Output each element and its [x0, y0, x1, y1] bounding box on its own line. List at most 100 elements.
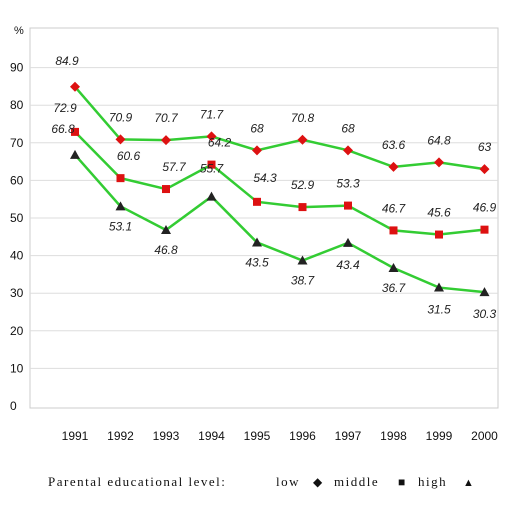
- data-label-middle: 46.7: [382, 201, 407, 215]
- series-line-middle: [74, 131, 485, 236]
- data-label-high: 43.4: [336, 258, 360, 272]
- x-tick-label: 1997: [335, 429, 362, 443]
- data-point-low: [297, 134, 308, 145]
- x-tick-label: 1991: [62, 429, 89, 443]
- data-label-high: 43.5: [245, 255, 269, 269]
- data-point-middle: [389, 226, 398, 235]
- data-point-low: [343, 145, 353, 156]
- y-tick-label: 70: [10, 136, 24, 150]
- data-label-low: 68: [250, 121, 264, 135]
- series-group: 84.9 70.9 70.7 71.7 68 70.8 68 63.6 64.8 63 72.9 60…: [51, 54, 496, 321]
- legend-label-middle: middle: [334, 474, 379, 489]
- data-point-high: [479, 287, 490, 297]
- data-label-middle: 72.9: [53, 101, 77, 115]
- y-tick-label: 60: [10, 173, 24, 187]
- data-label-middle: 45.6: [427, 206, 451, 220]
- x-tick-label: 1996: [289, 429, 316, 443]
- y-tick-label: 50: [10, 211, 24, 225]
- data-point-low: [388, 161, 399, 172]
- data-label-low: 63: [478, 140, 492, 154]
- x-tick-label: 1998: [380, 429, 407, 443]
- data-point-high: [388, 263, 399, 273]
- data-point-middle: [116, 174, 125, 183]
- data-point-low: [206, 131, 217, 142]
- data-label-low: 84.9: [55, 54, 79, 68]
- data-label-middle: 53.3: [336, 177, 360, 191]
- y-ticks: 0 10 20 30 40 50 60 70 80 90: [10, 61, 24, 413]
- legend: Parental educational level: low ◆ middle…: [48, 474, 474, 489]
- series-line-low: [74, 85, 485, 171]
- y-tick-label: 90: [10, 61, 24, 75]
- data-point-middle: [435, 230, 443, 239]
- data-point-high: [161, 225, 171, 235]
- x-tick-label: 1992: [107, 429, 134, 443]
- x-tick-label: 1999: [426, 429, 453, 443]
- series-line-high: [74, 154, 485, 294]
- data-point-middle: [207, 160, 216, 169]
- data-label-high: 30.3: [473, 307, 497, 321]
- data-point-low: [161, 135, 171, 146]
- legend-label-high: high: [418, 474, 447, 489]
- legend-marker-middle: ■: [398, 475, 405, 489]
- x-ticks: 1991 1992 1993 1994 1995 1996 1997 1998 1999 2000: [62, 429, 499, 443]
- y-tick-label: 30: [10, 286, 24, 300]
- data-point-high: [434, 282, 444, 292]
- data-point-middle: [71, 127, 79, 136]
- data-point-high: [297, 255, 308, 265]
- data-point-low: [115, 134, 126, 145]
- legend-label-low: low: [276, 474, 300, 489]
- legend-marker-low: ◆: [313, 475, 323, 489]
- data-point-high: [343, 237, 353, 247]
- y-tick-label: 40: [10, 249, 24, 263]
- legend-marker-high: ▲: [463, 477, 474, 489]
- data-point-low: [70, 81, 80, 92]
- data-label-high: 53.1: [109, 219, 132, 233]
- data-label-low: 64.8: [427, 133, 451, 147]
- series-high: 66.8 53.1 46.8 55.7 43.5 38.7 43.4 36.7 31.5 30.3: [51, 122, 496, 321]
- data-point-middle: [253, 197, 261, 206]
- data-label-middle: 57.7: [162, 160, 187, 174]
- y-axis-unit: %: [14, 25, 24, 37]
- y-tick-label: 10: [10, 361, 24, 375]
- data-label-low: 71.7: [200, 107, 225, 121]
- data-label-middle: 54.3: [253, 171, 277, 185]
- data-label-low: 70.7: [154, 111, 179, 125]
- data-label-middle: 46.9: [473, 201, 497, 215]
- data-label-middle: 64.2: [208, 136, 232, 150]
- data-label-middle: 60.6: [117, 149, 141, 163]
- grid: [30, 67, 498, 369]
- data-point-high: [206, 191, 217, 201]
- x-tick-label: 1995: [244, 429, 271, 443]
- data-point-high: [115, 201, 126, 211]
- data-label-low: 63.6: [382, 138, 406, 152]
- data-label-high: 31.5: [427, 303, 451, 317]
- x-tick-label: 2000: [471, 429, 498, 443]
- series-low: 84.9 70.9 70.7 71.7 68 70.8 68 63.6 64.8 63: [55, 54, 492, 175]
- series-middle: 72.9 60.6 57.7 64.2 54.3 52.9 53.3 46.7 45.6 46.9: [53, 101, 497, 239]
- data-point-low: [434, 157, 444, 168]
- y-tick-label: 0: [10, 399, 17, 413]
- data-label-high: 55.7: [200, 162, 225, 176]
- data-label-high: 36.7: [382, 281, 407, 295]
- y-tick-label: 80: [10, 98, 24, 112]
- data-point-middle: [344, 201, 352, 210]
- data-point-middle: [162, 185, 170, 194]
- data-point-low: [479, 164, 490, 175]
- data-label-low: 70.9: [109, 110, 133, 124]
- data-label-low: 70.8: [291, 111, 315, 125]
- data-label-high: 46.8: [154, 243, 178, 257]
- data-point-middle: [480, 225, 489, 234]
- data-label-high: 38.7: [291, 273, 316, 287]
- data-label-high: 66.8: [51, 122, 75, 136]
- x-tick-label: 1994: [198, 429, 225, 443]
- y-tick-label: 20: [10, 324, 24, 338]
- data-label-low: 68: [341, 121, 355, 135]
- data-point-high: [252, 237, 262, 247]
- legend-title: Parental educational level:: [48, 474, 226, 489]
- data-point-low: [252, 145, 262, 156]
- data-point-middle: [298, 203, 307, 212]
- x-tick-label: 1993: [153, 429, 180, 443]
- data-label-middle: 52.9: [291, 178, 315, 192]
- data-point-high: [70, 149, 80, 159]
